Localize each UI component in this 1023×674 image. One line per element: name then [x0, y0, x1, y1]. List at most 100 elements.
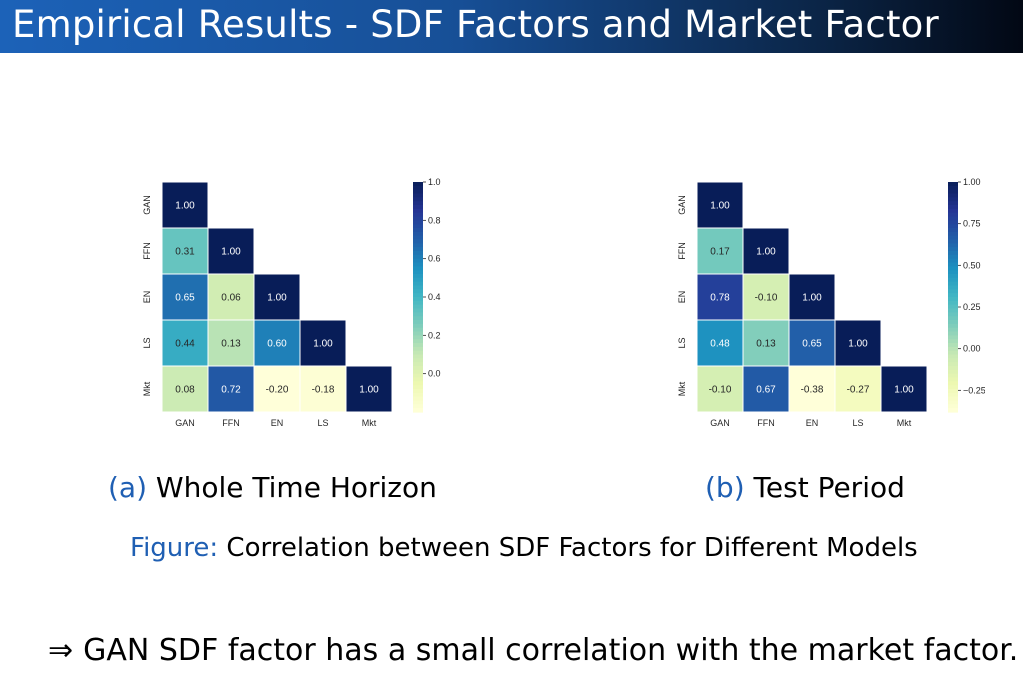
heatmap-b-colorbar-segment — [948, 396, 958, 402]
heatmap-b-colorbar-segment — [948, 366, 958, 371]
heatmap-a-colorbar-segment — [413, 389, 423, 394]
heatmap-a-colorbar-segment — [413, 327, 423, 333]
heatmap-a-x-tick-label: EN — [271, 418, 284, 428]
heatmap-b-svg: 1.00 0.17 1.00 0.78 -0.10 1.00 0.48 0.13 0.65 1.0… — [677, 177, 985, 428]
heatmap-b-y-tick-label: GAN — [677, 195, 687, 215]
heatmap-a-cell-label: 0.08 — [175, 385, 195, 396]
heatmap-a-colorbar-segment — [413, 231, 423, 237]
heatmap-b-cell-label: 0.48 — [710, 339, 730, 350]
heatmap-a-colorbar-segment — [413, 358, 423, 363]
heatmap-b-cell-label: 0.65 — [802, 339, 822, 350]
heatmap-b-colorbar-segment — [948, 235, 958, 241]
figure-caption-text: Correlation between SDF Factors for Diff… — [226, 533, 918, 563]
heatmap-a-cell — [161, 181, 209, 229]
heatmap-b-colorbar-segment — [948, 243, 958, 248]
heatmap-b-colorbar-segment — [948, 254, 958, 260]
heatmap-b-colorbar-segment — [948, 201, 958, 206]
implies-arrow: ⇒ — [48, 633, 74, 668]
heatmap-a-cell — [345, 365, 393, 413]
heatmap-b-cell-label: 1.00 — [802, 293, 822, 304]
heatmap-a-colorbar-segment — [413, 228, 423, 233]
heatmap-a-cell-label: 0.06 — [221, 293, 241, 304]
heatmap-b-cell — [834, 319, 882, 367]
heatmap-a-colorbar-segment — [413, 254, 423, 260]
heatmap-b-x-tick-label: EN — [806, 418, 819, 428]
heatmap-b-colorbar-segment — [948, 281, 958, 287]
heatmap-b-colorbar-segment — [948, 316, 958, 321]
heatmap-a-colorbar-tick-label: 1.0 — [428, 177, 441, 187]
heatmap-a-colorbar-segment — [413, 285, 423, 290]
heatmap-b-colorbar-segment — [948, 289, 958, 294]
heatmap-b-colorbar-segment — [948, 343, 958, 348]
heatmap-a-cell — [161, 227, 209, 275]
heatmap-a-colorbar-segment — [413, 235, 423, 241]
subfigure-label-a: (a) — [108, 471, 148, 504]
heatmap-a-colorbar-segment — [413, 243, 423, 248]
heatmap-a-colorbar-tick-label: 0.6 — [428, 254, 441, 264]
subfigure-label-b: (b) — [705, 471, 745, 504]
heatmap-a-colorbar-segment — [413, 182, 423, 187]
heatmap-a-colorbar-segment — [413, 281, 423, 287]
heatmap-a-colorbar-segment — [413, 193, 423, 198]
heatmap-b-colorbar-segment — [948, 320, 958, 325]
heatmap-a-colorbar-segment — [413, 201, 423, 206]
heatmap-b-colorbar-segment — [948, 193, 958, 198]
heatmap-b-cell-label: 0.67 — [756, 385, 776, 396]
heatmap-b-cell-label: 1.00 — [848, 339, 868, 350]
figure-caption: Figure: Correlation between SDF Factors … — [130, 531, 918, 565]
heatmap-b-y-tick-label: EN — [677, 291, 687, 304]
heatmap-b-colorbar-segment — [948, 369, 958, 375]
heatmap-a-cell-label: 1.00 — [221, 247, 241, 258]
heatmap-a-colorbar-segment — [413, 339, 423, 344]
heatmap-b-cell-label: -0.27 — [847, 385, 870, 396]
heatmap-a-colorbar-segment — [413, 224, 423, 229]
heatmap-b-cell — [788, 365, 836, 413]
heatmap-a-colorbar-tick-label: 0.4 — [428, 292, 441, 302]
heatmap-b-colorbar-segment — [948, 258, 958, 264]
heatmap-a-colorbar-segment — [413, 366, 423, 371]
heatmap-b-colorbar-tick-label: 1.00 — [963, 177, 981, 187]
heatmap-b-x-tick-label: Mkt — [897, 418, 912, 428]
heatmap-a-colorbar-segment — [413, 392, 423, 398]
heatmap-b-cell — [742, 227, 790, 275]
heatmap-a-colorbar-segment — [413, 270, 423, 275]
heatmap-a-cell-label: 1.00 — [267, 293, 287, 304]
heatmap-a-colorbar-segment — [413, 404, 423, 409]
subfigure-text-b: Test Period — [753, 471, 905, 504]
heatmap-a-cell — [207, 319, 255, 367]
conclusion-line: ⇒ GAN SDF factor has a small correlation … — [48, 632, 1018, 670]
heatmap-b-colorbar-segment — [948, 400, 958, 405]
heatmap-a-cell — [253, 365, 301, 413]
heatmap-a-colorbar-segment — [413, 350, 423, 356]
heatmap-b-cell — [788, 273, 836, 321]
heatmap-a-cell-label: 0.72 — [221, 385, 241, 396]
figure-label: Figure: — [130, 533, 219, 563]
heatmap-a-cell — [299, 319, 347, 367]
heatmap-b-colorbar-segment — [948, 277, 958, 283]
heatmap-b-colorbar-segment — [948, 350, 958, 356]
heatmap-a-colorbar-segment — [413, 308, 423, 313]
heatmap-b-colorbar-tick-label: 0.75 — [963, 219, 981, 229]
heatmap-b-colorbar-segment — [948, 323, 958, 329]
heatmap-a-colorbar-segment — [413, 216, 423, 221]
heatmap-a-colorbar-segment — [413, 258, 423, 264]
heatmap-b-cell-label: 1.00 — [756, 247, 776, 258]
heatmap-b-cell — [880, 365, 928, 413]
conclusion-text: GAN SDF factor has a small correlation w… — [83, 633, 1019, 668]
heatmap-b-y-tick-label: Mkt — [677, 381, 687, 396]
heatmap-b-colorbar-tick-label: 0.25 — [963, 302, 981, 312]
heatmap-a-colorbar-segment — [413, 247, 423, 252]
subfigure-caption-a: (a) Whole Time Horizon — [108, 470, 437, 506]
heatmap-b-cell — [742, 319, 790, 367]
heatmap-b-cell — [788, 319, 836, 367]
heatmap-a-x-tick-label: LS — [317, 418, 328, 428]
heatmap-b-cell-label: 1.00 — [894, 385, 914, 396]
heatmap-b-colorbar-segment — [948, 189, 958, 195]
heatmap-b-cell-label: 0.13 — [756, 339, 776, 350]
heatmap-b-colorbar-segment — [948, 339, 958, 344]
heatmap-a-y-tick-label: LS — [142, 337, 152, 348]
heatmap-b-cell — [834, 365, 882, 413]
heatmap-a-colorbar-segment — [413, 266, 423, 271]
heatmap-a-svg: 1.000.31 1.000.65 0.06 1.000.44 0.13 0.60 1.00… — [142, 177, 441, 428]
heatmap-b-colorbar-segment — [948, 331, 958, 336]
